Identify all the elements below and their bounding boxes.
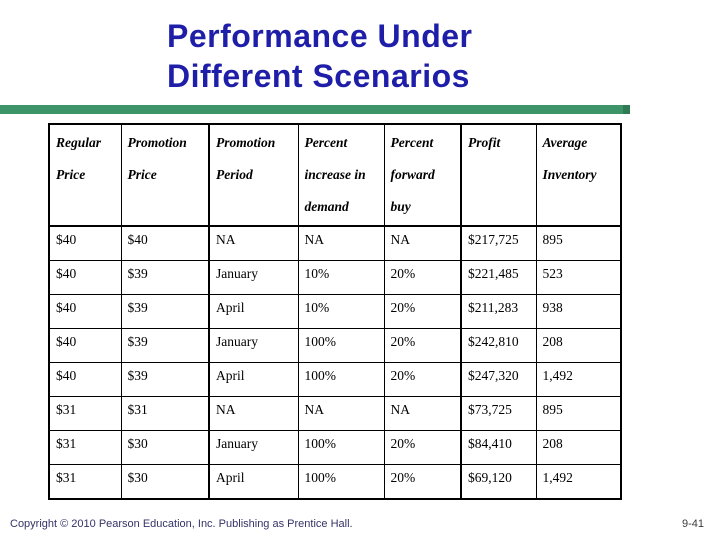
table-cell: 20% xyxy=(383,294,462,329)
table-cell: 20% xyxy=(383,362,462,397)
table-header-row: Regular Price Promotion Price Promotion Perio… xyxy=(48,123,622,227)
table-header-line: Average xyxy=(542,135,588,150)
table-cell: $31 xyxy=(48,464,122,500)
table-cell: April xyxy=(208,362,299,397)
table-cell: 1,492 xyxy=(535,362,622,397)
page-number: 9-41 xyxy=(681,518,704,530)
table-cell: 895 xyxy=(535,396,622,431)
table-cell: 20% xyxy=(383,328,462,363)
table-header-line: Percent xyxy=(390,135,434,150)
table-cell: 938 xyxy=(535,294,622,329)
table-cell: 20% xyxy=(383,260,462,295)
table-cell: 523 xyxy=(535,260,622,295)
scenario-table-body: $40 $40 NA NA NA $217,725 895 $40 $39 January 10% 2… xyxy=(48,225,622,500)
table-cell: NA xyxy=(208,396,299,431)
table-cell: 100% xyxy=(297,328,385,363)
table-header-line: Price xyxy=(56,167,86,182)
table-cell: 10% xyxy=(297,260,385,295)
table-cell: 20% xyxy=(383,464,462,500)
table-cell: 20% xyxy=(383,430,462,465)
table-cell: $39 xyxy=(120,328,210,363)
table-cell: $40 xyxy=(48,294,122,329)
table-header-line: Price xyxy=(127,167,157,182)
table-cell: 100% xyxy=(297,464,385,500)
table-cell: April xyxy=(208,294,299,329)
table-cell: 208 xyxy=(535,430,622,465)
table-header-cell: Average Inventory xyxy=(535,123,622,227)
table-cell: $31 xyxy=(48,430,122,465)
table-header-cell: Regular Price xyxy=(48,123,122,227)
table-header-line: Promotion xyxy=(216,135,276,150)
table-cell: January xyxy=(208,328,299,363)
table-header-cell: Promotion Period xyxy=(208,123,299,227)
table-cell: 10% xyxy=(297,294,385,329)
table-cell: $242,810 xyxy=(460,328,537,363)
table-cell: $217,725 xyxy=(460,225,537,261)
scenario-table: Regular Price Promotion Price Promotion Perio… xyxy=(48,123,622,500)
table-cell: January xyxy=(208,430,299,465)
table-row: $31 $30 January 100% 20% $84,410 208 xyxy=(48,430,622,465)
table-cell: $247,320 xyxy=(460,362,537,397)
table-cell: 208 xyxy=(535,328,622,363)
table-cell: $84,410 xyxy=(460,430,537,465)
table-cell: NA xyxy=(208,225,299,261)
table-row: $40 $39 April 100% 20% $247,320 1,492 xyxy=(48,362,622,397)
title-underline-bar xyxy=(0,105,630,114)
table-header-line: forward xyxy=(390,167,435,182)
table-header-line: Period xyxy=(216,167,253,182)
table-header-cell: Profit xyxy=(460,123,537,227)
table-header-cell: Percent increase in demand xyxy=(297,123,385,227)
table-header-line: Regular xyxy=(56,135,102,150)
table-row: $40 $39 January 10% 20% $221,485 523 xyxy=(48,260,622,295)
table-header-cell: Promotion Price xyxy=(120,123,210,227)
table-header-line: increase in xyxy=(304,167,366,182)
table-cell: $31 xyxy=(120,396,210,431)
table-cell: NA xyxy=(297,396,385,431)
table-cell: January xyxy=(208,260,299,295)
table-cell: $30 xyxy=(120,464,210,500)
table-cell: NA xyxy=(383,225,462,261)
table-cell: $40 xyxy=(120,225,210,261)
table-header-line: Profit xyxy=(468,135,501,150)
table-cell: $40 xyxy=(48,328,122,363)
table-cell: $40 xyxy=(48,260,122,295)
table-cell: $31 xyxy=(48,396,122,431)
table-cell: $40 xyxy=(48,225,122,261)
table-row: $31 $31 NA NA NA $73,725 895 xyxy=(48,396,622,431)
page-title-line-1: Performance Under xyxy=(167,18,473,54)
table-header-line: Promotion xyxy=(127,135,187,150)
table-row: $40 $39 January 100% 20% $242,810 208 xyxy=(48,328,622,363)
table-cell: $69,120 xyxy=(460,464,537,500)
footer-copyright: Copyright © 2010 Pearson Education, Inc.… xyxy=(10,518,353,530)
table-cell: 895 xyxy=(535,225,622,261)
title-underline-bar-cap xyxy=(623,105,630,114)
table-cell: $40 xyxy=(48,362,122,397)
table-cell: $73,725 xyxy=(460,396,537,431)
table-header-line: Inventory xyxy=(542,167,597,182)
table-cell: April xyxy=(208,464,299,500)
table-cell: $39 xyxy=(120,260,210,295)
table-cell: $30 xyxy=(120,430,210,465)
table-cell: $39 xyxy=(120,362,210,397)
table-cell: 1,492 xyxy=(535,464,622,500)
table-cell: NA xyxy=(297,225,385,261)
table-cell: 100% xyxy=(297,362,385,397)
table-row: $40 $40 NA NA NA $217,725 895 xyxy=(48,225,622,261)
table-header-line: buy xyxy=(390,199,411,214)
table-cell: 100% xyxy=(297,430,385,465)
table-cell: $211,283 xyxy=(460,294,537,329)
table-header-line: Percent xyxy=(304,135,348,150)
table-cell: $221,485 xyxy=(460,260,537,295)
page-title: Performance Under Different Scenarios xyxy=(167,16,597,96)
table-cell: NA xyxy=(383,396,462,431)
table-row: $31 $30 April 100% 20% $69,120 1,492 xyxy=(48,464,622,500)
table-row: $40 $39 April 10% 20% $211,283 938 xyxy=(48,294,622,329)
table-header-line: demand xyxy=(304,199,349,214)
table-header-cell: Percent forward buy xyxy=(383,123,462,227)
page-title-line-2: Different Scenarios xyxy=(167,58,470,94)
table-cell: $39 xyxy=(120,294,210,329)
